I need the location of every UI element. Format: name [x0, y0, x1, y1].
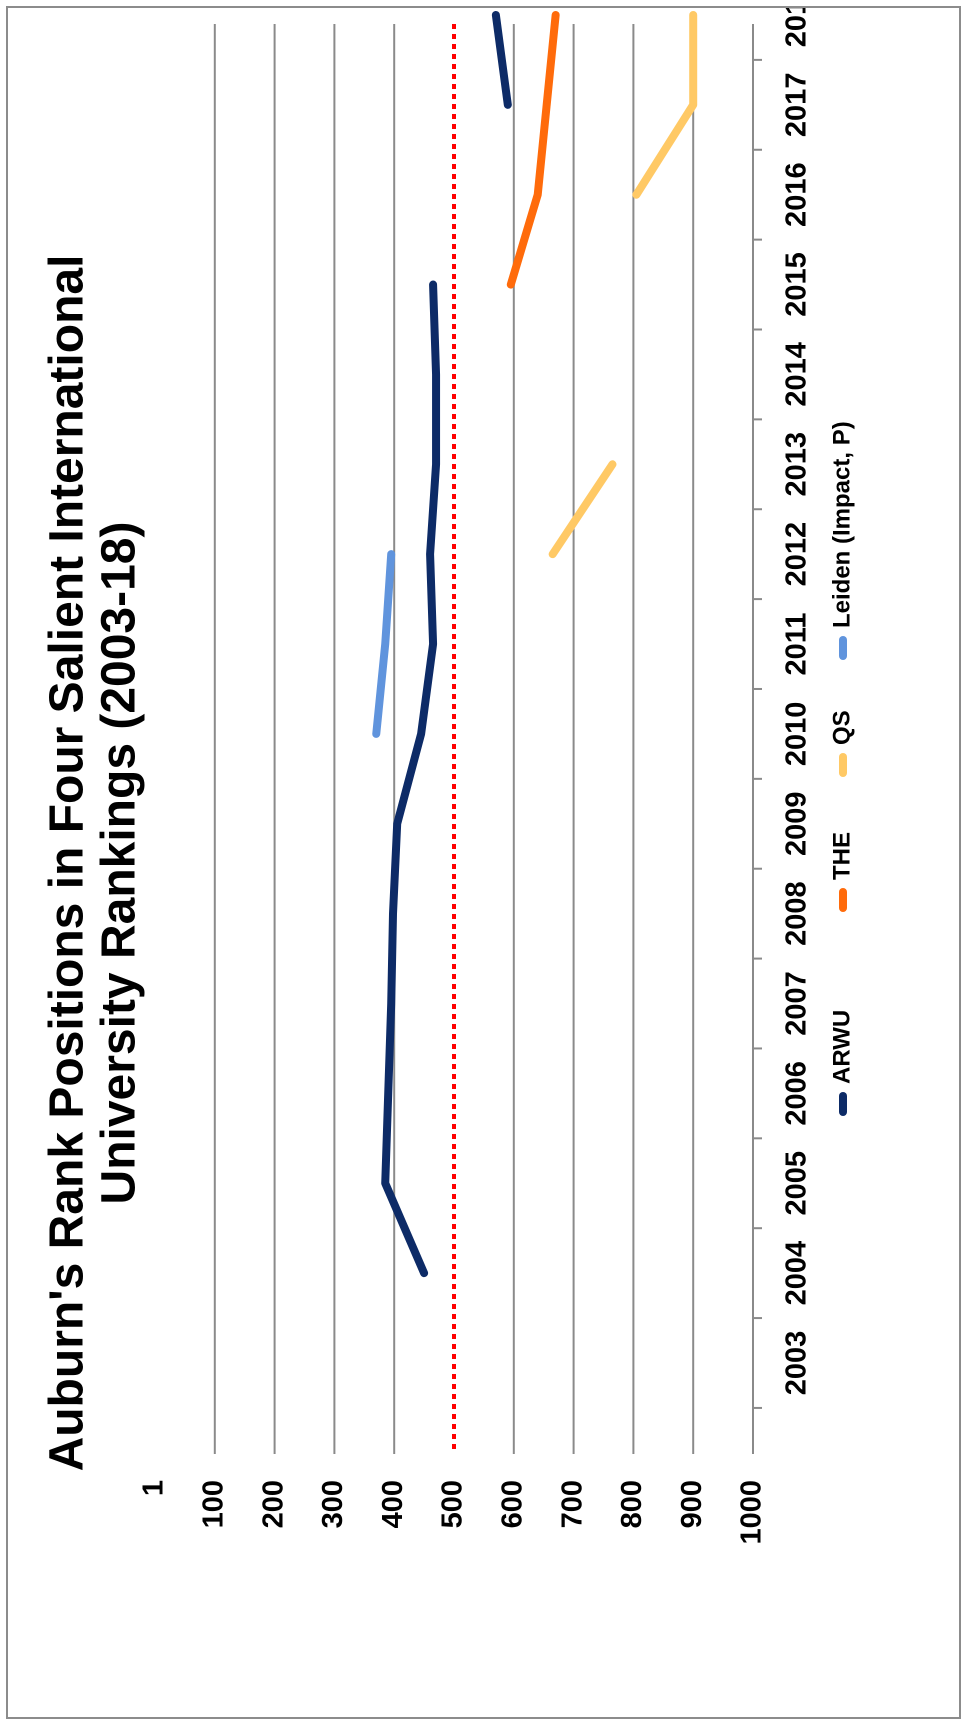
year-tick-label: 2005: [781, 1151, 813, 1216]
value-tick-label: 200: [257, 1480, 289, 1528]
year-tick-label: 2011: [781, 613, 813, 676]
year-tick-label: 2007: [781, 971, 813, 1036]
series-line-qs: [548, 460, 617, 559]
value-tick-label: 700: [556, 1480, 588, 1528]
series-line-leiden-impact-p: [372, 550, 396, 738]
year-tick-label: 2003: [781, 1331, 813, 1396]
value-tick-label: 900: [676, 1480, 708, 1528]
series-line-the: [506, 10, 560, 289]
series-line-qs: [632, 10, 698, 199]
year-tick-label: 2017: [781, 73, 813, 138]
chart-legend: ARWU THE QS Leiden (Impact, P): [828, 421, 855, 1116]
year-tick-label: 2016: [781, 162, 813, 227]
value-tick-label: 1: [138, 1480, 170, 1496]
value-tick-label: 400: [377, 1480, 409, 1528]
year-tick-label: 2014: [781, 342, 813, 407]
legend-label-the: THE: [828, 832, 855, 880]
chart-title: Auburn's Rank Positions in Four Salient …: [41, 255, 146, 1472]
value-tick-label: 1000: [736, 1480, 768, 1545]
year-tick-label: 2004: [781, 1241, 813, 1306]
chart-title-line-2: University Rankings (2003-18): [93, 522, 146, 1205]
year-tick-label: 2010: [781, 702, 813, 767]
value-tick-label: 600: [496, 1480, 528, 1528]
value-tick-label: 500: [437, 1480, 469, 1528]
series-line-arwu: [381, 280, 441, 1278]
chart-title-line-1: Auburn's Rank Positions in Four Salient …: [41, 255, 94, 1472]
legend-label-leiden-impact-p: Leiden (Impact, P): [828, 421, 855, 628]
series-line-arwu: [491, 10, 512, 109]
year-tick-label: 2012: [781, 522, 813, 587]
plot-area: 1 100 200 300 400 500 600 700 800 900 1000 2003 2004…: [138, 8, 813, 1545]
year-tick-label: 2006: [781, 1061, 813, 1126]
value-tick-label: 800: [616, 1480, 648, 1528]
value-tick-label: 300: [317, 1480, 349, 1528]
year-tick-label: 2015: [781, 252, 813, 317]
rank-line-chart: 1 100 200 300 400 500 600 700 800 900 1000 2003 2004…: [41, 8, 856, 1545]
year-tick-label: 2008: [781, 881, 813, 946]
chart-frame: 1 100 200 300 400 500 600 700 800 900 1000 2003 2004…: [6, 6, 961, 1719]
year-tick-label: 2018: [781, 8, 813, 47]
year-tick-label: 2009: [781, 792, 813, 857]
legend-label-qs: QS: [828, 710, 855, 745]
legend-label-arwu: ARWU: [828, 1010, 855, 1084]
value-tick-label: 100: [197, 1480, 229, 1528]
year-tick-label: 2013: [781, 432, 813, 497]
